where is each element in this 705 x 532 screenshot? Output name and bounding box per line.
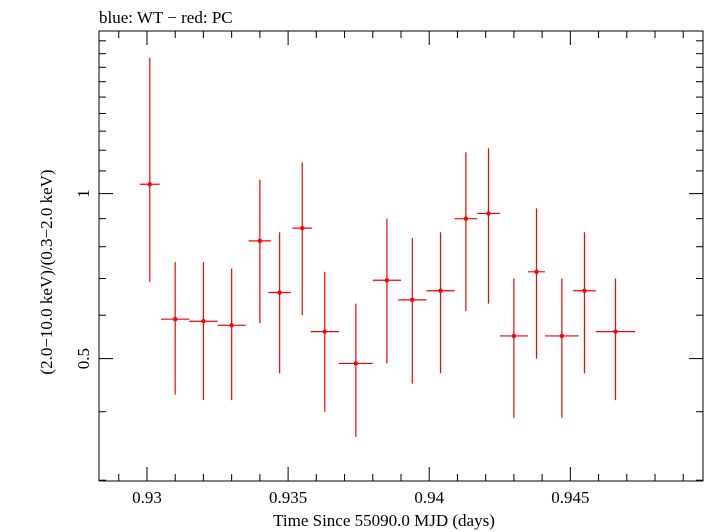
x-tick-label: 0.94 [414, 488, 444, 507]
point-marker [463, 216, 469, 221]
x-tick-labels: 0.93 0.935 0.94 0.945 [132, 488, 589, 507]
data-point-18 [595, 278, 636, 401]
point-marker [322, 329, 327, 334]
data-point-2 [189, 262, 218, 401]
x-tick-label: 0.935 [269, 488, 307, 507]
point-marker [438, 288, 443, 293]
axis-ticks [99, 31, 703, 481]
point-marker [257, 238, 263, 244]
data-point-0 [139, 57, 160, 282]
data-point-8 [338, 303, 373, 437]
plot-frame [98, 30, 704, 482]
y-tick-label: 0.5 [74, 348, 93, 369]
data-point-3 [217, 268, 246, 401]
data-point-9 [372, 218, 401, 364]
x-tick-label: 0.945 [551, 488, 589, 507]
data-point-17 [573, 232, 596, 374]
y-axis-label: (2.0−10.0 keV)/(0.3−2.0 keV) [37, 169, 56, 374]
data-point-15 [528, 208, 545, 359]
point-marker [384, 278, 390, 283]
data-point-12 [454, 152, 478, 312]
data-point-16 [544, 278, 579, 418]
x-axis-label: Time Since 55090.0 MJD (days) [273, 511, 495, 530]
point-marker [559, 333, 565, 339]
point-marker [277, 290, 282, 295]
point-marker [511, 333, 517, 339]
point-marker [173, 317, 178, 322]
data-point-6 [292, 162, 313, 316]
y-tick-label: 1 [74, 189, 93, 198]
data-point-13 [477, 148, 500, 304]
point-marker [201, 319, 206, 324]
point-marker [229, 323, 234, 328]
data-point-11 [426, 232, 455, 374]
point-marker [486, 211, 491, 216]
point-marker [353, 361, 359, 366]
chart-title: blue: WT − red: PC [99, 8, 233, 27]
point-marker [300, 225, 305, 231]
point-marker [582, 288, 587, 293]
data-point-14 [499, 278, 529, 418]
data-point-7 [310, 271, 339, 412]
point-marker [410, 297, 415, 303]
data-point-10 [398, 237, 427, 384]
point-marker [534, 269, 539, 275]
plot-border [98, 30, 704, 482]
point-marker [613, 329, 618, 334]
point-marker [147, 182, 153, 187]
data-point-4 [248, 179, 272, 324]
y-tick-labels: 0.51 [74, 189, 93, 369]
x-tick-label: 0.93 [132, 488, 162, 507]
data-point-1 [161, 262, 190, 395]
data-points [139, 57, 636, 437]
data-point-5 [268, 232, 291, 374]
